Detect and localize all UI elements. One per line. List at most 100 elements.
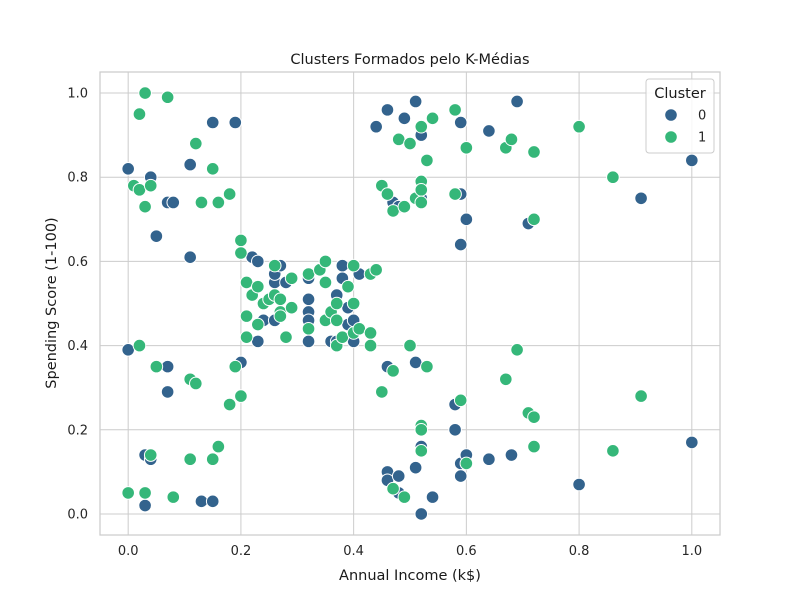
data-point — [369, 263, 383, 277]
data-point — [414, 444, 429, 458]
data-point — [482, 124, 496, 138]
data-point — [527, 410, 541, 424]
legend-marker — [664, 130, 678, 144]
data-point — [527, 145, 541, 159]
data-point — [132, 183, 147, 197]
data-point — [425, 111, 440, 126]
data-point — [397, 111, 412, 126]
data-point — [251, 254, 265, 269]
y-tick-labels: 0.0 0.2 0.4 0.6 0.8 1.0 — [67, 87, 88, 523]
data-point — [606, 170, 620, 185]
data-point — [273, 292, 288, 307]
data-point — [166, 490, 181, 504]
data-point — [346, 296, 361, 311]
data-point — [132, 338, 147, 353]
data-point — [239, 330, 254, 344]
data-point — [453, 115, 468, 130]
data-point — [251, 317, 265, 332]
data-point — [408, 94, 423, 109]
data-point — [121, 343, 135, 357]
data-point — [448, 103, 462, 117]
data-point — [414, 183, 429, 197]
data-point — [369, 119, 383, 134]
data-point — [403, 338, 417, 353]
data-point — [375, 385, 389, 399]
data-point — [132, 107, 147, 121]
data-point — [301, 334, 316, 349]
data-point — [397, 199, 412, 214]
data-point — [459, 456, 474, 471]
y-tick-label: 0.8 — [67, 171, 88, 186]
data-point — [149, 359, 164, 374]
data-point — [149, 229, 164, 243]
data-point — [251, 334, 265, 349]
data-point — [239, 309, 254, 323]
data-point — [234, 246, 248, 260]
x-tick-label: 0.0 — [118, 544, 139, 559]
data-point — [121, 486, 135, 500]
data-point — [391, 469, 406, 483]
data-point — [205, 452, 220, 467]
data-point — [572, 477, 586, 492]
legend-box — [645, 78, 715, 154]
data-point — [510, 94, 524, 109]
data-point — [448, 422, 462, 437]
data-point — [301, 292, 316, 307]
y-tick-label: 0.4 — [67, 339, 88, 354]
data-point — [138, 486, 152, 500]
x-tick-label: 0.2 — [231, 544, 252, 559]
data-point — [166, 195, 181, 210]
legend-label: 0 — [698, 109, 706, 124]
data-point — [341, 279, 355, 294]
data-point — [685, 153, 699, 168]
x-tick-label: 0.4 — [343, 544, 364, 559]
x-tick-label: 1.0 — [681, 544, 702, 559]
y-tick-label: 1.0 — [67, 87, 88, 102]
data-point — [205, 162, 220, 176]
data-point — [251, 279, 265, 294]
x-tick-labels: 0.0 0.2 0.4 0.6 0.8 1.0 — [118, 544, 702, 559]
data-point — [499, 372, 513, 387]
data-point — [189, 376, 203, 391]
data-point — [386, 364, 400, 378]
data-point — [160, 385, 175, 399]
x-axis-label: Annual Income (k$) — [339, 568, 481, 584]
data-point — [363, 326, 378, 340]
data-point — [420, 153, 434, 168]
data-point — [572, 119, 586, 134]
data-point — [352, 321, 367, 336]
data-point — [239, 275, 254, 290]
data-point — [634, 389, 648, 403]
data-point — [397, 490, 412, 504]
data-points — [121, 86, 699, 521]
y-axis-label: Spending Score (1-100) — [44, 217, 60, 388]
data-point — [183, 250, 197, 265]
data-point — [453, 393, 468, 408]
data-point — [459, 140, 474, 155]
data-point — [273, 309, 288, 323]
legend: Cluster 01 — [645, 78, 715, 154]
data-point — [414, 195, 429, 210]
data-point — [138, 86, 152, 100]
data-point — [453, 237, 468, 252]
data-point — [228, 359, 243, 374]
data-point — [329, 296, 344, 311]
data-point — [527, 212, 541, 227]
data-point — [335, 258, 350, 273]
data-point — [267, 258, 282, 273]
data-point — [284, 300, 299, 315]
data-point — [606, 444, 620, 458]
data-point — [482, 452, 496, 467]
data-point — [160, 359, 175, 374]
data-point — [391, 132, 406, 147]
data-point — [284, 271, 299, 286]
data-point — [234, 233, 248, 248]
data-point — [363, 338, 378, 353]
data-point — [408, 355, 423, 370]
data-point — [425, 490, 440, 504]
data-point — [459, 212, 474, 227]
data-point — [414, 507, 429, 521]
chart-title: Clusters Formados pelo K-Médias — [290, 52, 529, 68]
data-point — [380, 103, 395, 117]
